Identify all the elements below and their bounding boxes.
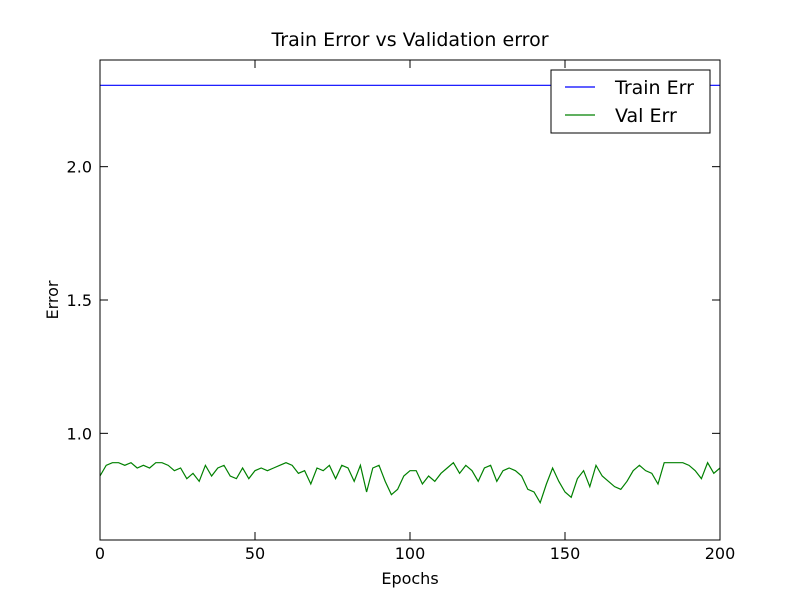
y-tick-label: 1.5 [67,291,92,310]
x-tick-label: 100 [395,544,426,563]
x-tick-label: 0 [95,544,105,563]
y-tick-label: 1.0 [67,424,92,443]
y-tick-label: 2.0 [67,158,92,177]
x-axis-label: Epochs [381,569,438,588]
legend-label: Train Err [614,77,694,99]
plot-frame [99,59,721,541]
chart-title: Train Error vs Validation error [270,29,548,51]
y-axis-label: Error [43,280,62,319]
x-tick-label: 50 [245,544,265,563]
legend-label: Val Err [615,105,677,127]
legend-box [550,69,711,134]
x-tick-label: 150 [550,544,581,563]
line-series [99,461,721,505]
x-tick-label: 200 [705,544,736,563]
